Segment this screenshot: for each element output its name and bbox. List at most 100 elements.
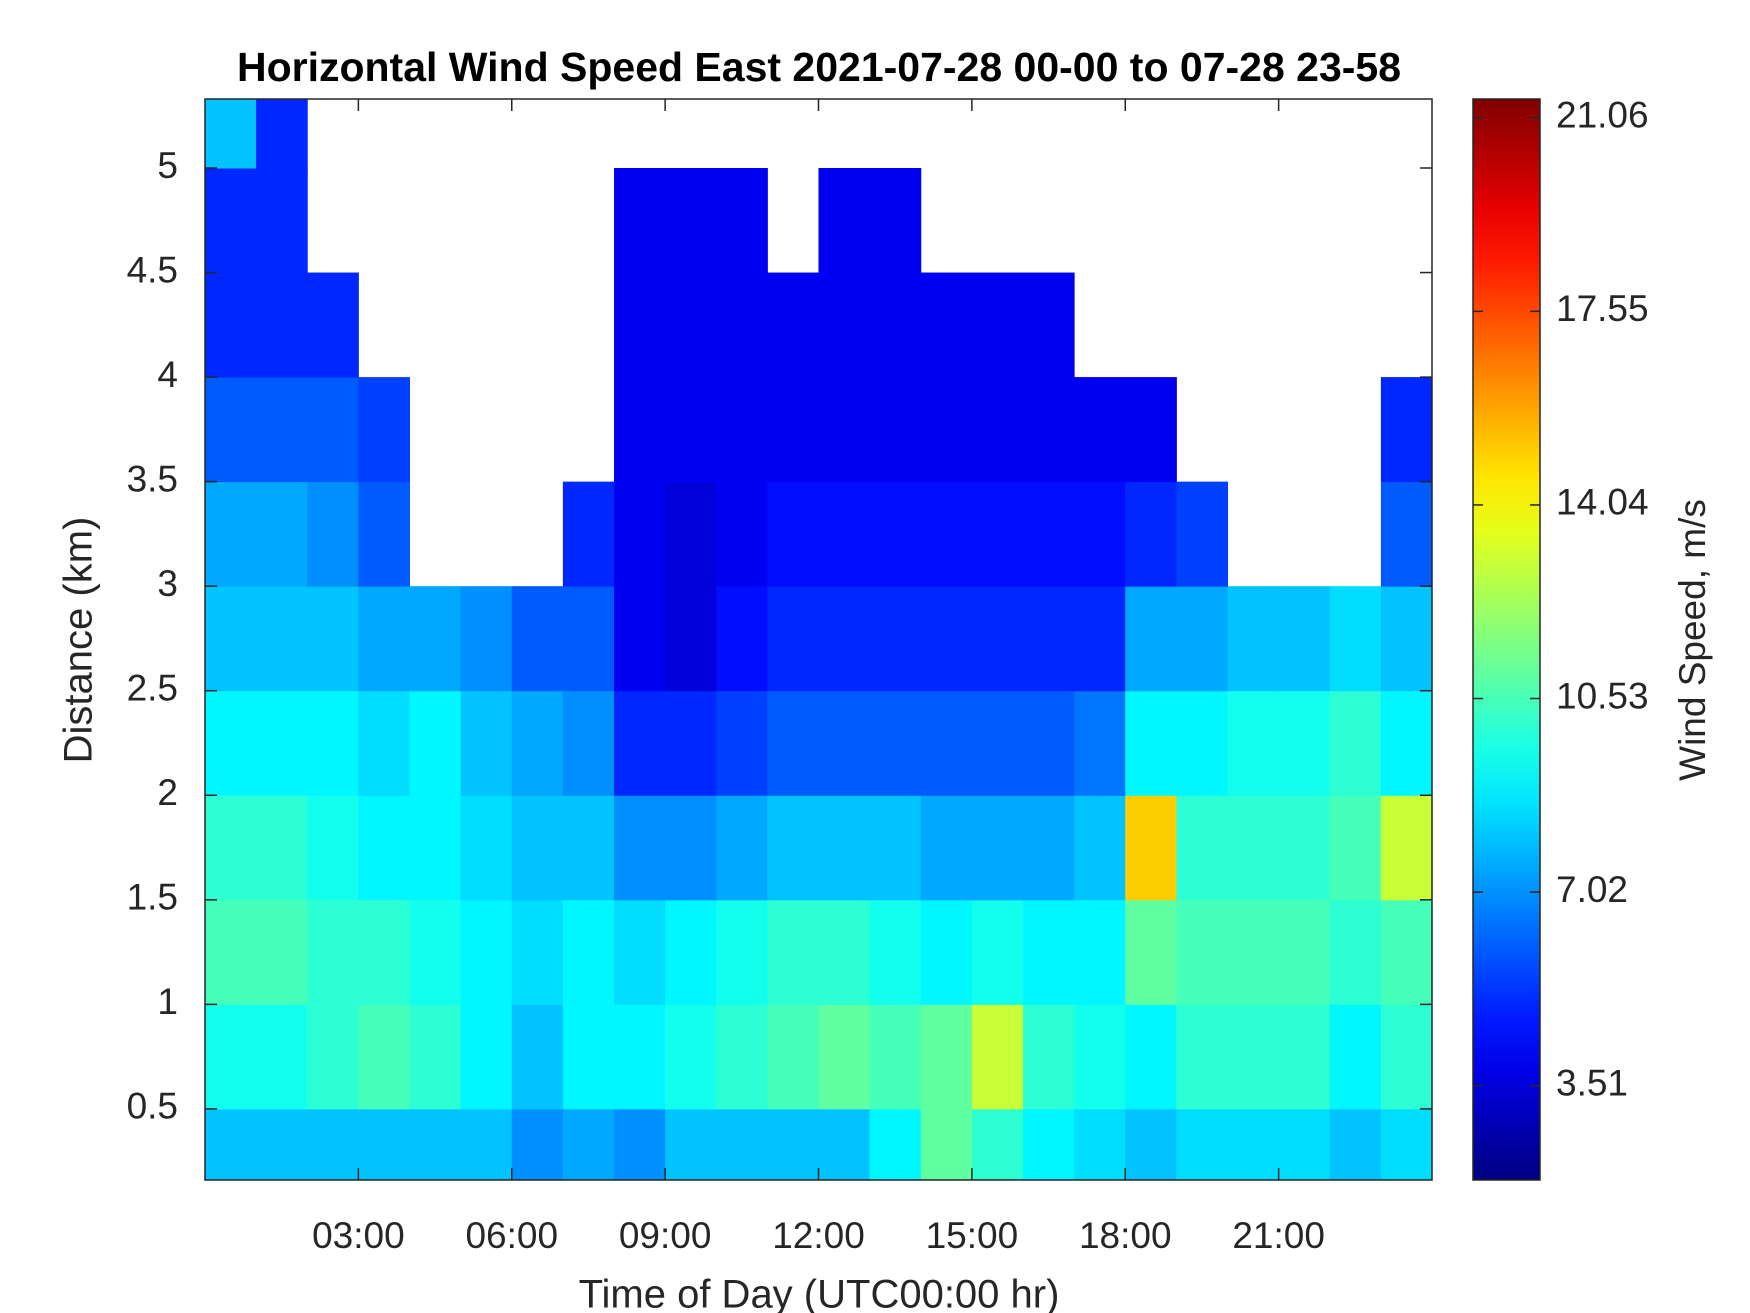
- heatmap-cell: [869, 168, 922, 274]
- heatmap-cell: [205, 377, 257, 483]
- heatmap-cell: [665, 377, 717, 483]
- heatmap-cell: [767, 481, 819, 587]
- heatmap-cell: [869, 690, 922, 796]
- x-tick-label: 15:00: [926, 1215, 1019, 1256]
- heatmap-cell: [716, 586, 768, 692]
- heatmap-cell: [1023, 690, 1075, 796]
- heatmap-cell: [358, 377, 410, 483]
- heatmap-cell: [1380, 1004, 1432, 1110]
- heatmap-cell: [1074, 481, 1126, 587]
- heatmap-cell: [358, 899, 410, 1005]
- heatmap-cell: [256, 1004, 308, 1110]
- heatmap-cell: [920, 795, 973, 901]
- heatmap-cell: [1227, 1004, 1280, 1110]
- heatmap-cell: [460, 795, 513, 901]
- heatmap-cell: [920, 690, 973, 796]
- heatmap-cell: [1125, 1108, 1177, 1180]
- heatmap-cell: [767, 377, 819, 483]
- heatmap-cell: [818, 586, 871, 692]
- heatmap-cell: [1023, 899, 1075, 1005]
- heatmap-cell: [1176, 899, 1228, 1005]
- heatmap-cell: [614, 899, 666, 1005]
- heatmap-cell: [665, 586, 717, 692]
- heatmap-cell: [716, 481, 768, 587]
- colorbar-tick-label: 3.51: [1556, 1062, 1628, 1103]
- heatmap-cell: [460, 690, 513, 796]
- heatmap-cell: [818, 795, 871, 901]
- heatmap-cell: [1023, 1004, 1075, 1110]
- heatmap-cell: [920, 377, 973, 483]
- y-tick-label: 4.5: [127, 249, 178, 290]
- heatmap-cell: [869, 899, 922, 1005]
- heatmap-cell: [460, 899, 513, 1005]
- heatmap-cell: [1278, 1004, 1331, 1110]
- heatmap-cell: [1329, 899, 1382, 1005]
- heatmap-cell: [767, 1108, 819, 1180]
- colorbar-tick-label: 10.53: [1556, 675, 1649, 716]
- heatmap-cell: [562, 481, 615, 587]
- x-tick-label: 03:00: [312, 1215, 405, 1256]
- heatmap-cell: [205, 99, 257, 169]
- heatmap-cell: [767, 899, 819, 1005]
- heatmap-cell: [1329, 795, 1382, 901]
- heatmap-cell: [869, 377, 922, 483]
- heatmap-cell: [358, 481, 410, 587]
- y-axis-label: Distance (km): [57, 517, 101, 764]
- heatmap-cell: [1176, 1004, 1228, 1110]
- colorbar: [1472, 98, 1541, 1181]
- x-tick-label: 18:00: [1079, 1215, 1172, 1256]
- heatmap-cell: [818, 1108, 871, 1180]
- heatmap-cell: [205, 1108, 257, 1180]
- heatmap-cell: [818, 690, 871, 796]
- heatmap-cell: [716, 1004, 768, 1110]
- heatmap-cell: [920, 272, 973, 378]
- heatmap-cell: [460, 1004, 513, 1110]
- heatmap-cell: [307, 1004, 359, 1110]
- heatmap-cell: [971, 899, 1024, 1005]
- heatmap-cell: [614, 690, 666, 796]
- heatmap-cell: [1329, 586, 1382, 692]
- heatmap-cell: [256, 586, 308, 692]
- heatmap-cell: [869, 795, 922, 901]
- heatmap-cell: [1074, 1004, 1126, 1110]
- y-tick-label: 2: [157, 772, 178, 813]
- heatmap-cell: [716, 272, 768, 378]
- heatmap-cell: [1227, 795, 1280, 901]
- heatmap-cell: [358, 586, 410, 692]
- heatmap-cell: [1278, 586, 1331, 692]
- y-tick-label: 3.5: [127, 458, 178, 499]
- heatmap-cell: [358, 795, 410, 901]
- x-tick-label: 09:00: [619, 1215, 712, 1256]
- heatmap-cell: [1074, 1108, 1126, 1180]
- heatmap-cell: [1125, 1004, 1177, 1110]
- heatmap-cell: [1380, 795, 1432, 901]
- heatmap-cell: [869, 1004, 922, 1110]
- heatmap-cell: [307, 377, 359, 483]
- heatmap-cell: [1329, 690, 1382, 796]
- heatmap-cell: [256, 168, 308, 274]
- heatmap-cell: [971, 481, 1024, 587]
- heatmap-cell: [562, 586, 615, 692]
- heatmap-cell: [562, 690, 615, 796]
- heatmap-cell: [205, 795, 257, 901]
- heatmap-cell: [1125, 795, 1177, 901]
- heatmap-cell: [409, 690, 462, 796]
- heatmap-cell: [1023, 1108, 1075, 1180]
- heatmap-cell: [869, 481, 922, 587]
- heatmap-cell: [614, 795, 666, 901]
- x-tick-label: 12:00: [772, 1215, 865, 1256]
- heatmap-cell: [665, 899, 717, 1005]
- heatmap-cell: [920, 586, 973, 692]
- heatmap-cell: [256, 899, 308, 1005]
- heatmap-cell: [716, 168, 768, 274]
- heatmap-cell: [511, 899, 564, 1005]
- colorbar-tick-label: 17.55: [1556, 288, 1649, 329]
- heatmap-cell: [511, 586, 564, 692]
- heatmap-cell: [307, 586, 359, 692]
- heatmap-cell: [665, 272, 717, 378]
- heatmap-cell: [307, 795, 359, 901]
- heatmap-cell: [1074, 899, 1126, 1005]
- heatmap-cell: [1125, 899, 1177, 1005]
- heatmap-cell: [1023, 272, 1075, 378]
- heatmap-cell: [971, 690, 1024, 796]
